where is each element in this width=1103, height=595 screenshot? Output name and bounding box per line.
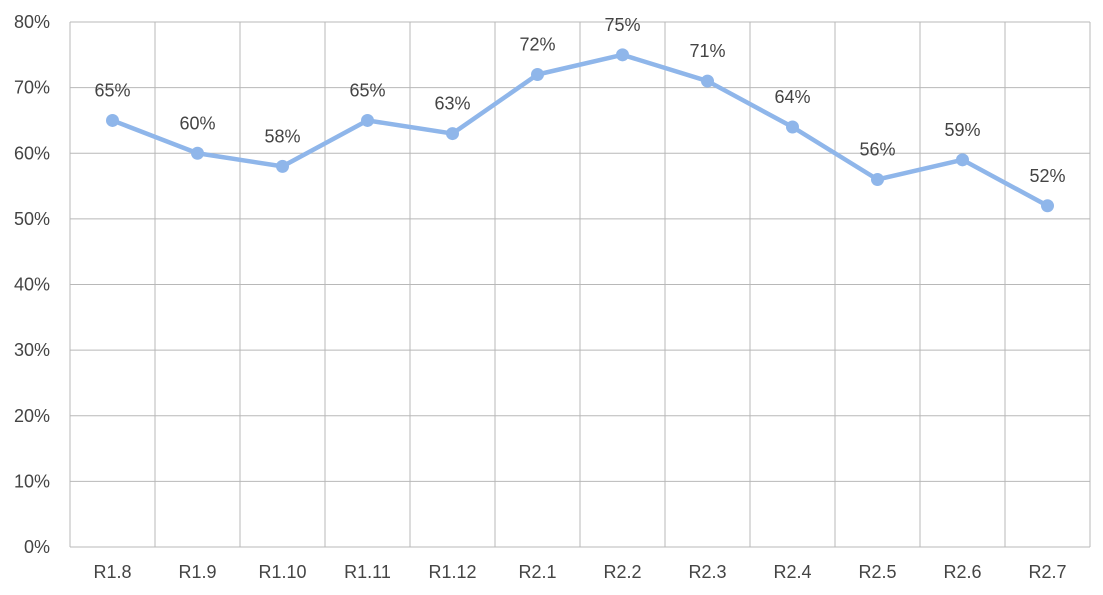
data-point	[1041, 199, 1054, 213]
x-tick-label: R2.6	[943, 562, 981, 582]
data-label: 59%	[944, 120, 980, 140]
y-tick-label: 20%	[14, 406, 50, 426]
data-point	[276, 159, 289, 173]
y-tick-label: 40%	[14, 275, 50, 295]
y-tick-label: 30%	[14, 340, 50, 360]
data-point	[956, 153, 969, 167]
x-tick-label: R1.12	[428, 562, 476, 582]
y-tick-label: 70%	[14, 78, 50, 98]
x-tick-label: R2.5	[858, 562, 896, 582]
data-label: 60%	[179, 113, 215, 133]
data-point	[871, 173, 884, 186]
data-label: 71%	[689, 41, 725, 61]
data-label: 72%	[519, 35, 555, 55]
data-point	[531, 68, 544, 81]
x-tick-label: R2.2	[603, 562, 641, 582]
y-tick-label: 10%	[14, 471, 50, 491]
data-point	[191, 146, 204, 160]
series-layer	[106, 48, 1054, 213]
data-point	[786, 120, 799, 134]
data-label: 64%	[774, 87, 810, 107]
y-tick-label: 80%	[14, 12, 50, 32]
y-tick-label: 0%	[24, 537, 50, 557]
data-labels: 65% 60% 58% 65% 63% 72% 75% 71% 64% 56% 59% 52%	[94, 15, 1065, 186]
gridlines	[69, 21, 1091, 548]
data-label: 65%	[94, 80, 130, 100]
data-label: 75%	[604, 15, 640, 35]
data-point	[106, 113, 119, 127]
series-line	[110, 52, 1050, 208]
data-label: 65%	[349, 80, 385, 100]
data-point	[446, 127, 459, 141]
x-tick-label: R2.3	[688, 562, 726, 582]
data-label: 63%	[434, 94, 470, 114]
data-label: 56%	[859, 140, 895, 160]
x-tick-label: R1.9	[178, 562, 216, 582]
data-point	[701, 74, 714, 88]
axis-labels: 0% 10% 20% 30% 40% 50% 60% 70% 80% R1.8 R1.9 R1.10 R…	[14, 12, 1067, 582]
x-tick-label: R2.7	[1028, 562, 1066, 582]
x-tick-label: R2.1	[518, 562, 556, 582]
data-point	[361, 113, 374, 127]
x-tick-label: R2.4	[773, 562, 811, 582]
data-label: 58%	[264, 126, 300, 146]
x-tick-label: R1.8	[93, 562, 131, 582]
x-tick-label: R1.10	[258, 562, 306, 582]
y-tick-label: 60%	[14, 143, 50, 163]
x-tick-label: R1.11	[344, 562, 391, 582]
y-tick-label: 50%	[14, 209, 50, 229]
data-point	[616, 48, 629, 62]
data-label: 52%	[1029, 166, 1065, 186]
